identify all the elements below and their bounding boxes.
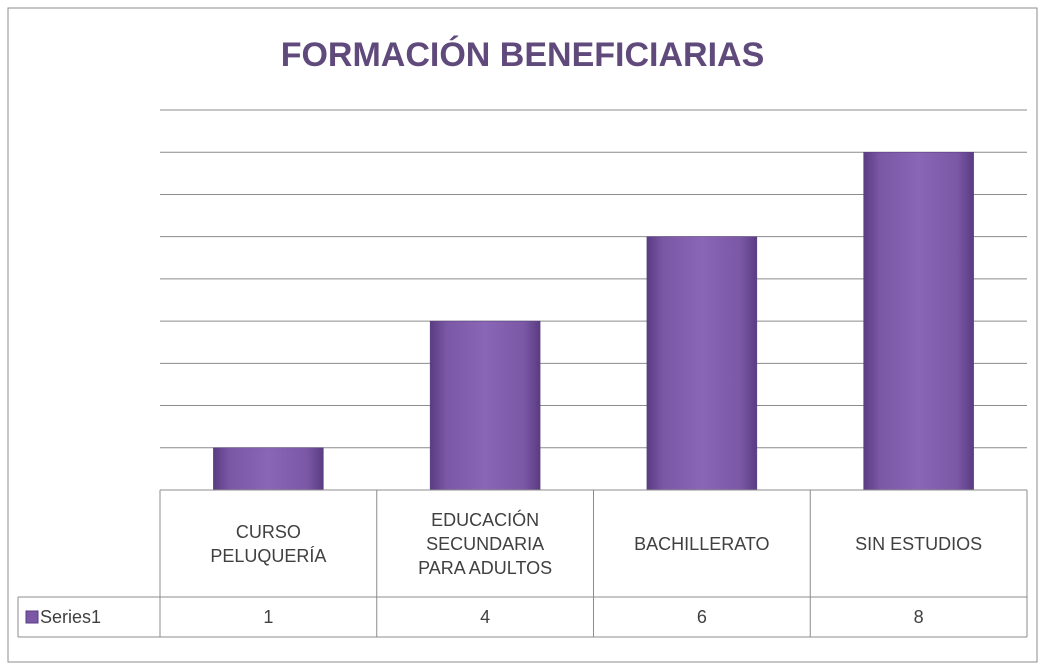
legend-label: Series1 [40, 607, 102, 627]
category-label: CURSO PELUQUERÍA [210, 521, 327, 566]
category-label: BACHILLERATO [634, 533, 770, 554]
bar [646, 236, 758, 491]
legend-marker [25, 610, 39, 624]
chart-title: FORMACIÓN BENEFICIARIAS [280, 36, 765, 74]
data-table-value: 8 [913, 607, 924, 627]
bar [213, 447, 324, 491]
data-table-value: 4 [480, 607, 491, 627]
data-table-value: 6 [696, 607, 707, 627]
bar [863, 151, 974, 491]
bar [429, 320, 541, 491]
category-label: EDUCACIÓN SECUNDARIA PARA ADULTOS [418, 509, 553, 578]
data-table-value: 1 [263, 607, 274, 627]
category-label: SIN ESTUDIOS [855, 533, 983, 554]
